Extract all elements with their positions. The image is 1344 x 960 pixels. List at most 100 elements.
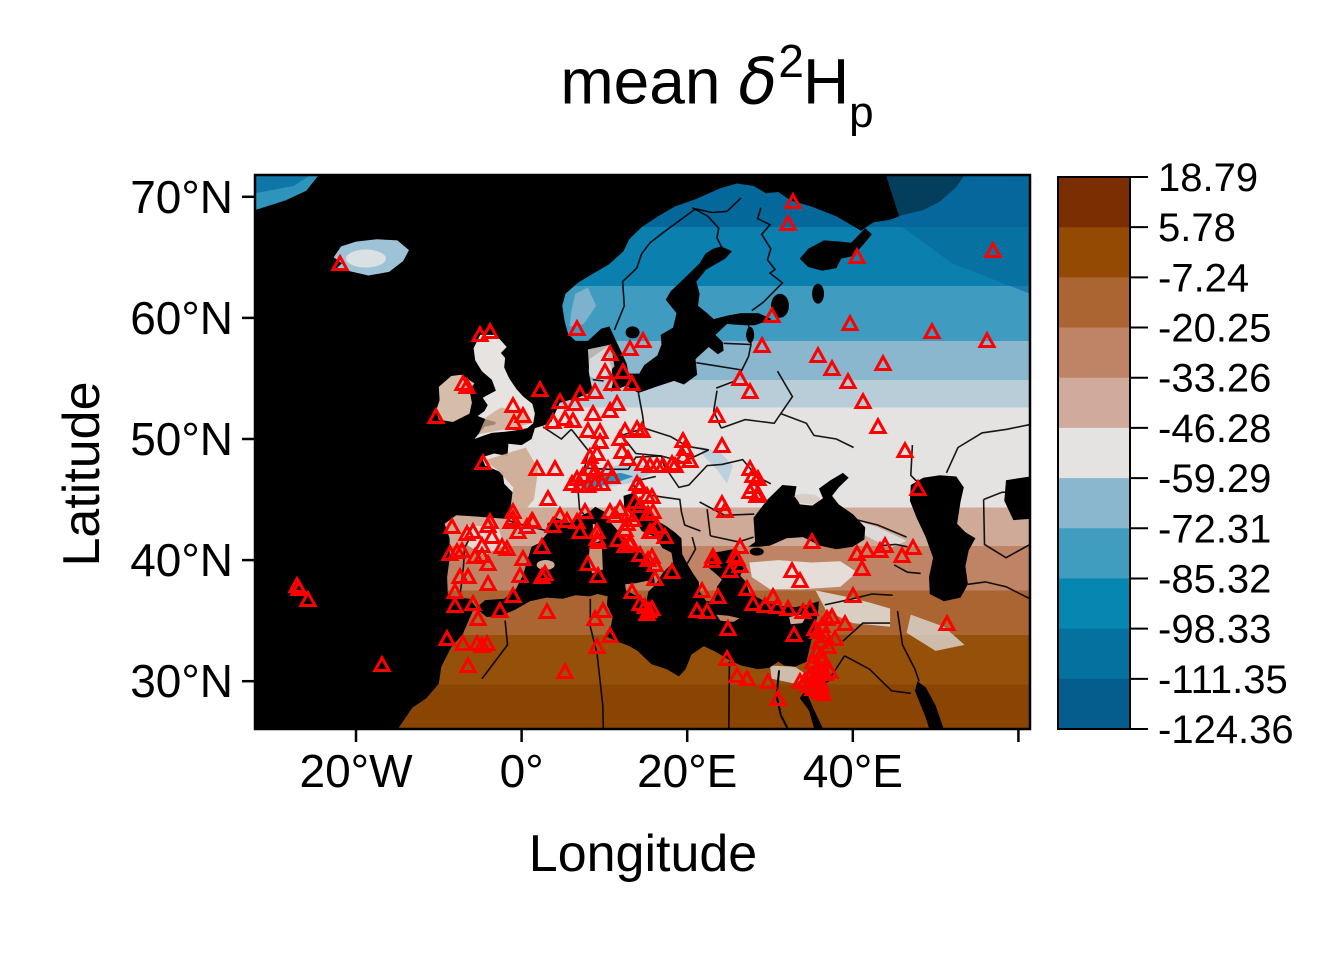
y-tick-label: 50°N — [130, 413, 233, 465]
site-marker — [445, 595, 465, 613]
site-marker — [662, 561, 682, 579]
site-marker — [480, 321, 500, 339]
country-border — [686, 536, 697, 565]
site-marker — [532, 536, 552, 554]
country-border — [982, 499, 1030, 559]
country-border — [481, 620, 509, 680]
colorbar-band — [1058, 628, 1130, 680]
site-marker — [737, 578, 757, 596]
country-border — [613, 197, 742, 331]
site-marker — [752, 335, 772, 353]
site-marker — [790, 671, 810, 689]
site-marker — [463, 593, 483, 611]
caspian-sea — [909, 475, 976, 602]
site-marker — [585, 381, 605, 399]
site-marker — [840, 313, 860, 331]
site-marker — [707, 405, 727, 423]
site-marker — [538, 488, 558, 506]
site-marker — [778, 598, 798, 616]
site-marker — [608, 529, 628, 547]
site-marker — [478, 515, 498, 533]
country-border — [945, 423, 1030, 474]
site-marker — [503, 395, 523, 413]
site-marker — [637, 603, 657, 621]
site-marker — [575, 501, 595, 519]
site-marker — [903, 537, 923, 555]
site-marker — [298, 589, 318, 607]
site-marker — [692, 580, 712, 598]
colorbar-band — [1058, 528, 1130, 579]
site-marker — [504, 412, 524, 430]
patch-ne-russia-deep — [885, 175, 1030, 294]
site-marker — [620, 338, 640, 356]
site-marker — [717, 648, 737, 666]
site-marker — [463, 521, 483, 539]
greenland-cap-landmass — [255, 175, 311, 194]
site-marker — [612, 441, 632, 459]
site-marker — [922, 321, 942, 339]
site-marker — [638, 549, 658, 567]
site-marker — [457, 523, 477, 541]
site-marker — [665, 455, 685, 473]
x-tick-label: 0° — [500, 745, 544, 797]
site-marker — [585, 608, 605, 626]
country-border — [967, 581, 1030, 600]
patch-s-norway-light — [569, 287, 597, 327]
colorbar-tick-label: -20.25 — [1158, 307, 1271, 351]
site-marker — [610, 428, 630, 446]
site-marker — [620, 534, 640, 552]
site-marker — [600, 625, 620, 643]
site-marker — [633, 330, 653, 348]
site-marker — [630, 495, 650, 513]
site-marker — [822, 606, 842, 624]
country-border — [691, 206, 723, 249]
white-sea — [799, 228, 872, 271]
site-marker — [555, 408, 575, 426]
country-border — [880, 543, 908, 548]
title-exponent: 2 — [778, 35, 804, 87]
site-marker — [763, 586, 783, 604]
site-marker — [642, 546, 662, 564]
site-marker — [642, 486, 662, 504]
site-marker — [578, 553, 598, 571]
site-marker — [442, 516, 462, 534]
site-marker — [602, 373, 622, 391]
site-marker — [703, 546, 723, 564]
nile-river-line — [775, 670, 790, 729]
site-marker — [583, 403, 603, 421]
site-marker — [680, 450, 700, 468]
map-area — [255, 175, 1030, 729]
patch-zagros-white — [906, 614, 965, 651]
persian-gulf — [914, 681, 944, 729]
country-border — [720, 413, 782, 429]
site-marker — [755, 595, 775, 613]
site-marker — [510, 565, 530, 583]
site-marker — [452, 540, 472, 558]
site-marker — [478, 553, 498, 571]
site-marker — [847, 246, 867, 264]
site-marker — [825, 628, 845, 646]
y-tick-label: 60°N — [130, 292, 233, 344]
site-marker — [588, 531, 608, 549]
site-marker — [743, 476, 763, 494]
site-marker — [727, 665, 747, 683]
site-marker — [835, 613, 855, 631]
colorbar-band — [1058, 277, 1130, 329]
site-marker — [813, 648, 833, 666]
site-marker — [508, 521, 528, 539]
title-subscript: p — [849, 88, 874, 138]
colorbar-tick-label: -98.33 — [1158, 608, 1271, 652]
site-marker — [868, 416, 888, 434]
x-tick-label: 20°E — [637, 745, 737, 797]
figure-title: mean δ2Hp — [90, 35, 1344, 137]
site-marker — [758, 671, 778, 689]
site-marker — [782, 560, 802, 578]
site-marker — [537, 601, 557, 619]
site-marker — [875, 535, 895, 553]
country-border — [706, 509, 712, 536]
site-marker — [632, 420, 652, 438]
site-marker — [477, 633, 497, 651]
site-marker — [372, 654, 392, 672]
x-tick-label: 20°W — [300, 745, 414, 797]
site-marker — [852, 558, 872, 576]
